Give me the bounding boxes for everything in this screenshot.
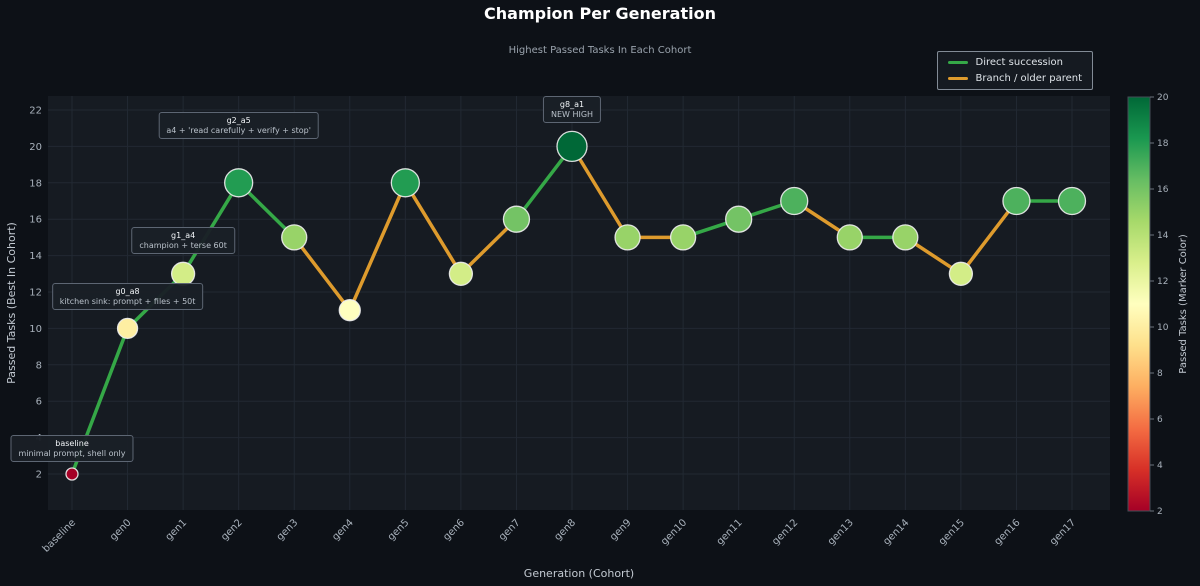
svg-text:gen12: gen12 — [770, 517, 800, 547]
svg-text:gen2: gen2 — [219, 517, 245, 543]
svg-text:gen1: gen1 — [164, 517, 190, 543]
svg-text:gen0: gen0 — [108, 517, 134, 543]
svg-text:gen9: gen9 — [608, 517, 634, 543]
svg-text:20: 20 — [29, 142, 42, 153]
svg-text:baseline: baseline — [41, 517, 78, 554]
legend-line-swatch — [947, 77, 968, 80]
marker-gen6 — [448, 261, 474, 286]
marker-gen12 — [780, 186, 809, 216]
marker-gen7 — [502, 205, 531, 233]
marker-gen11 — [725, 205, 753, 233]
y-axis-label: Passed Tasks (Best In Cohort) — [5, 222, 18, 384]
svg-text:12: 12 — [1157, 277, 1168, 287]
marker-gen16 — [1002, 186, 1031, 216]
svg-text:14: 14 — [1157, 231, 1169, 241]
marker-gen5 — [390, 168, 420, 198]
svg-text:gen17: gen17 — [1048, 517, 1078, 547]
svg-text:12: 12 — [29, 288, 42, 299]
svg-text:16: 16 — [1157, 185, 1169, 195]
svg-text:6: 6 — [36, 397, 42, 408]
marker-gen14 — [892, 224, 919, 251]
svg-text:gen16: gen16 — [992, 517, 1022, 547]
svg-text:gen15: gen15 — [937, 517, 967, 547]
svg-text:8: 8 — [36, 360, 42, 371]
marker-gen17 — [1057, 186, 1087, 216]
colorbar-label: Passed Tasks (Marker Color) — [1178, 234, 1189, 374]
marker-baseline — [65, 467, 79, 481]
colorbar-ticks: 2 4 6 8 10 12 14 16 18 20 — [1150, 93, 1169, 517]
marker-gen1 — [170, 261, 196, 286]
marker-gen0 — [116, 317, 139, 340]
svg-text:gen14: gen14 — [881, 517, 911, 547]
svg-text:gen13: gen13 — [826, 517, 856, 547]
svg-text:gen8: gen8 — [553, 517, 579, 543]
colorbar — [1127, 96, 1151, 512]
svg-text:2: 2 — [36, 470, 42, 481]
svg-text:22: 22 — [29, 106, 42, 117]
marker-gen10 — [669, 224, 697, 251]
svg-text:18: 18 — [29, 178, 42, 189]
data-markers — [65, 130, 1087, 481]
svg-text:18: 18 — [1157, 139, 1169, 149]
svg-text:gen5: gen5 — [386, 517, 412, 543]
legend-label: Direct succession — [975, 57, 1064, 68]
legend-line-swatch — [947, 61, 968, 64]
marker-gen15 — [948, 261, 974, 286]
chart-title: Champion Per Generation — [484, 4, 716, 23]
marker-gen3 — [281, 224, 308, 251]
svg-text:gen6: gen6 — [441, 517, 467, 543]
svg-text:2: 2 — [1157, 507, 1163, 517]
marker-gen9 — [614, 224, 641, 251]
svg-text:14: 14 — [29, 251, 42, 262]
svg-text:4: 4 — [36, 433, 42, 444]
svg-text:6: 6 — [1157, 415, 1163, 425]
legend: Direct succession Branch / older parent — [936, 51, 1093, 90]
y-tick-labels: 2 4 6 8 10 12 14 16 18 20 22 — [29, 106, 42, 481]
marker-gen4 — [338, 299, 361, 322]
marker-gen2 — [224, 168, 254, 198]
marker-gen13 — [836, 224, 863, 251]
legend-label: Branch / older parent — [975, 73, 1082, 84]
x-tick-labels: baseline gen0 gen1 gen2 gen3 gen4 gen5 gen6 gen7… — [41, 517, 1078, 554]
svg-text:10: 10 — [1157, 323, 1169, 333]
svg-text:gen11: gen11 — [715, 517, 745, 547]
svg-text:gen10: gen10 — [659, 517, 689, 547]
svg-text:gen4: gen4 — [330, 517, 356, 543]
svg-text:4: 4 — [1157, 461, 1163, 471]
svg-text:10: 10 — [29, 324, 42, 335]
plot-background — [48, 96, 1110, 510]
svg-text:gen7: gen7 — [497, 517, 523, 543]
chart-subtitle: Highest Passed Tasks In Each Cohort — [508, 45, 692, 56]
svg-text:gen3: gen3 — [275, 517, 301, 543]
legend-item-0: Direct succession — [947, 57, 1082, 68]
svg-text:16: 16 — [29, 215, 42, 226]
svg-text:20: 20 — [1157, 93, 1169, 103]
legend-item-1: Branch / older parent — [947, 73, 1082, 84]
marker-gen8 — [556, 130, 588, 163]
svg-text:8: 8 — [1157, 369, 1163, 379]
x-axis-label: Generation (Cohort) — [524, 567, 634, 580]
